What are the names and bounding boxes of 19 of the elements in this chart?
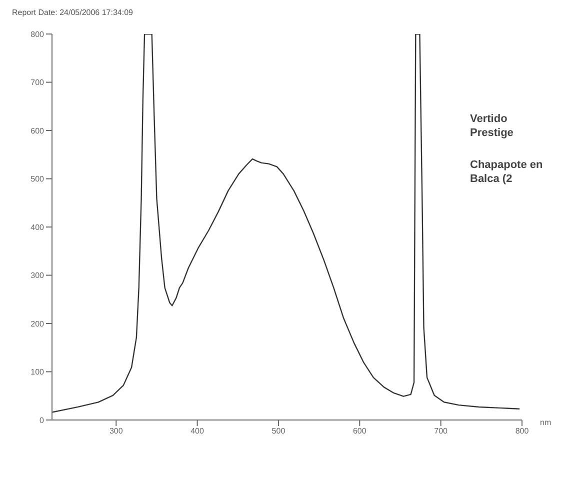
y-tick-label: 800 [30, 30, 45, 39]
chart-title: Report Date: 24/05/2006 17:34:09 [12, 8, 133, 17]
x-tick-label: 300 [109, 426, 124, 436]
x-tick-label: 400 [190, 426, 205, 436]
y-tick-label: 100 [30, 368, 45, 377]
x-tick-label: 800 [515, 426, 530, 436]
y-tick-label: 500 [30, 174, 45, 184]
y-tick-label: 300 [30, 271, 45, 280]
y-tick-label: 0 [40, 416, 45, 425]
x-tick-label: 600 [352, 426, 367, 436]
x-tick-label: 500 [272, 426, 286, 436]
annotation: Chapapote en Balca (2 [470, 158, 544, 186]
x-axis-title: nm [540, 418, 552, 427]
y-tick-label: 600 [30, 126, 45, 136]
y-tick-label: 700 [30, 78, 45, 88]
x-tick-label: 700 [434, 426, 448, 436]
annotation: Vertido Prestige [470, 112, 514, 140]
y-tick-label: 400 [30, 222, 45, 232]
y-tick-label: 200 [30, 319, 45, 328]
